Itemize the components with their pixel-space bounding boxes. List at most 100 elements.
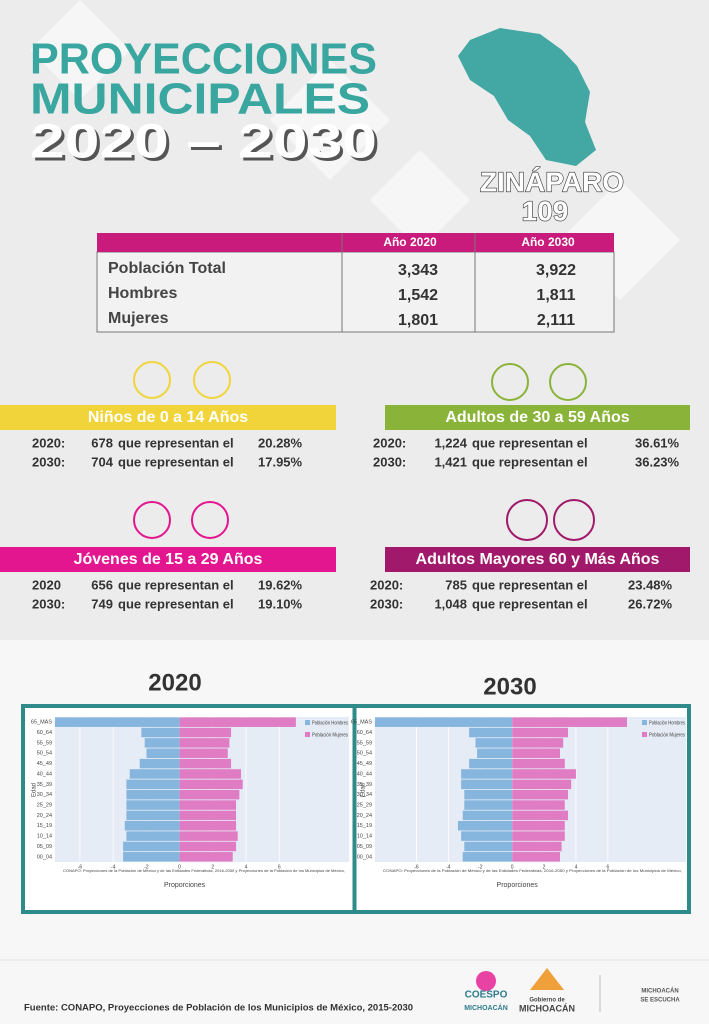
title-line: PROYECCIONES	[30, 35, 377, 84]
icon-youth	[191, 501, 229, 539]
bar	[512, 779, 572, 790]
line-year: 2020:	[373, 435, 406, 450]
bar	[179, 789, 240, 800]
bar	[512, 748, 561, 759]
chart-note: CONAPO: Proyecciones de la Población de …	[63, 868, 345, 873]
group-banner	[0, 405, 336, 430]
y-tick-label: 00_04	[357, 854, 372, 860]
line-percent: 20.28%	[258, 435, 303, 450]
x-tick-label: -6	[78, 864, 83, 870]
bar	[461, 779, 513, 790]
table-cell: 3,343	[398, 262, 438, 279]
line-year: 2030:	[370, 596, 403, 611]
bar	[123, 852, 180, 862]
bar	[512, 717, 627, 727]
bar	[123, 841, 180, 852]
line-percent: 23.48%	[628, 577, 673, 592]
table-cell: 3,922	[536, 262, 576, 279]
bar	[179, 748, 228, 759]
x-tick-label: 4	[575, 864, 578, 870]
table-column-header: Año 2020	[383, 235, 437, 249]
x-tick-label: 4	[245, 864, 248, 870]
bar	[179, 820, 237, 831]
x-tick-label: -2	[144, 864, 149, 870]
y-axis-label: Edad	[361, 783, 367, 797]
bar	[126, 779, 180, 790]
row-label: Hombres	[108, 285, 177, 302]
bar	[477, 748, 513, 759]
icon-baby	[133, 361, 171, 399]
y-tick-label: 25_29	[357, 802, 372, 808]
line-text: que representan el	[118, 454, 234, 469]
diamond	[270, 60, 390, 180]
bar	[464, 800, 513, 810]
legend-swatch	[642, 732, 647, 737]
icons	[133, 361, 595, 541]
line-count: 1,224	[434, 435, 467, 450]
x-tick-label: 6	[278, 864, 281, 870]
group-banner	[385, 547, 690, 572]
line-text: que representan el	[472, 577, 588, 592]
icon-elder	[506, 499, 548, 541]
legend-label: Población Mujeres	[312, 732, 348, 738]
x-tick-label: 0	[511, 864, 514, 870]
title-line: 2020 – 2030	[30, 116, 377, 169]
line-text: que representan el	[472, 435, 588, 450]
table-column-header: Año 2030	[521, 235, 575, 249]
line-text: que representan el	[472, 596, 588, 611]
bar	[461, 769, 513, 779]
group-title: Adultos de 30 a 59 Años	[445, 409, 629, 426]
group-banner	[385, 405, 690, 430]
bar	[512, 769, 576, 779]
row-label: Mujeres	[108, 310, 169, 327]
y-tick-label: 30_34	[37, 792, 52, 798]
bar	[179, 758, 232, 769]
bar	[179, 717, 296, 727]
line-year: 2020:	[32, 435, 65, 450]
bar	[179, 800, 237, 810]
icon-elder	[553, 499, 595, 541]
icon-baby	[193, 361, 231, 399]
line-percent: 36.23%	[635, 454, 680, 469]
bar	[144, 738, 180, 748]
bar	[126, 810, 180, 821]
row-label: Población Total	[108, 260, 226, 277]
bar	[512, 831, 565, 841]
bar	[512, 789, 568, 800]
x-tick-label: 2	[211, 864, 214, 870]
line-year: 2030:	[32, 596, 65, 611]
bar	[464, 789, 513, 800]
line-text: que representan el	[472, 454, 588, 469]
bar	[375, 717, 513, 727]
bar	[469, 727, 513, 738]
bar	[139, 758, 180, 769]
y-tick-label: 30_34	[357, 792, 372, 798]
bar	[512, 852, 561, 862]
bar	[512, 738, 564, 748]
line-percent: 19.62%	[258, 577, 303, 592]
municipality-code: 109	[522, 195, 569, 226]
bar	[461, 831, 513, 841]
bar	[124, 820, 180, 831]
y-tick-label: 65_MAS	[31, 720, 52, 726]
y-tick-label: 45_49	[357, 761, 372, 767]
logo-mark	[476, 971, 496, 991]
legend-swatch	[642, 720, 647, 725]
line-percent: 26.72%	[628, 596, 673, 611]
title-line: MUNICIPALES	[30, 75, 370, 124]
logo-text: MICHOACÁN	[519, 1003, 575, 1013]
logo-text: SE ESCUCHA	[640, 998, 680, 1004]
line-count: 1,048	[434, 596, 467, 611]
bar	[512, 758, 565, 769]
bar	[179, 738, 230, 748]
bar	[512, 800, 565, 810]
table-cell: 1,811	[536, 287, 575, 304]
bar	[179, 769, 242, 779]
x-axis-label: Proporciones	[497, 882, 539, 889]
bar	[512, 820, 565, 831]
y-tick-label: 10_14	[357, 834, 372, 840]
y-tick-label: 55_59	[357, 740, 372, 746]
